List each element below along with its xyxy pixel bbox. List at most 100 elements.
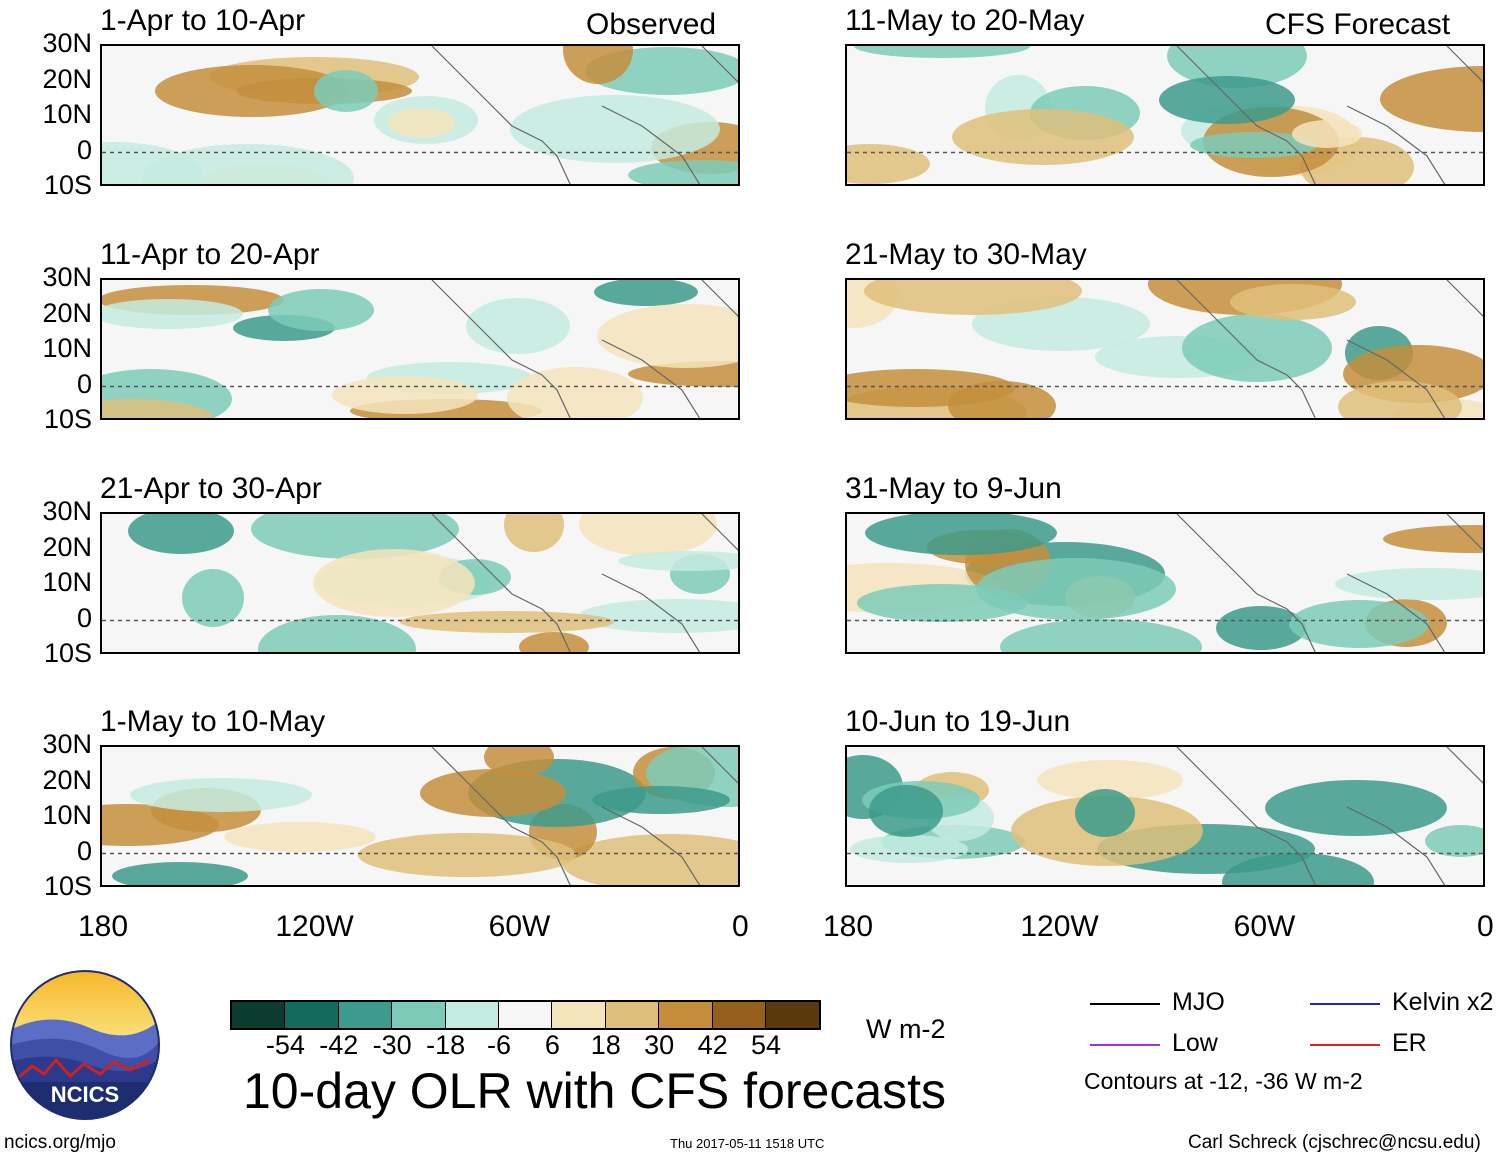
lat-label: 20N [42, 531, 92, 562]
lat-label: 20N [42, 764, 92, 795]
anomaly-blob [1216, 606, 1306, 650]
lat-label: 0 [76, 368, 92, 399]
colorbar-tick: 54 [750, 1030, 782, 1060]
anomaly-blob [510, 95, 720, 163]
anomaly-blob [1425, 825, 1483, 857]
lon-label: 180 [78, 910, 129, 943]
colorbar-cell [498, 1002, 553, 1028]
legend-low-line [1090, 1044, 1160, 1046]
lat-label: 10S [43, 170, 92, 200]
legend-mjo-line [1090, 1003, 1160, 1005]
anomaly-field [102, 280, 738, 418]
anomaly-blob [854, 46, 1030, 58]
colorbar [230, 1000, 822, 1030]
anomaly-blob [420, 769, 566, 817]
anomaly-blob [142, 144, 354, 184]
lon-label: 180 [823, 910, 874, 943]
anomaly-blob [1335, 568, 1483, 600]
coastline [431, 747, 738, 885]
anomaly-blob [579, 599, 738, 633]
panel-title: 10-Jun to 19-Jun [845, 705, 1071, 738]
lat-label: 10N [42, 567, 92, 597]
anomaly-blob [847, 144, 930, 184]
lon-label: 0 [732, 910, 749, 943]
anomaly-blob [358, 833, 576, 877]
olr-map [100, 44, 740, 186]
panel-title: 11-Apr to 20-Apr [100, 238, 320, 271]
colorbar-tick: -6 [486, 1030, 511, 1060]
lat-label: 0 [76, 134, 92, 165]
footer-author: Carl Schreck (cjschrec@ncsu.edu) [1188, 1132, 1481, 1153]
anomaly-field [102, 747, 738, 885]
olr-map [845, 745, 1485, 887]
anomaly-blob [1292, 120, 1362, 148]
anomaly-blob [102, 399, 215, 418]
lat-label: 30N [42, 729, 92, 759]
panel-title: 1-Apr to 10-Apr [100, 4, 306, 37]
olr-map [845, 44, 1485, 186]
anomaly-blob [258, 615, 416, 652]
lat-label: 30N [42, 262, 92, 292]
footer-timestamp: Thu 2017-05-11 1518 UTC [670, 1136, 825, 1151]
colorbar-tick: -42 [319, 1030, 359, 1060]
lat-label: 10N [42, 800, 92, 830]
anomaly-blob [1338, 381, 1462, 418]
anomaly-blob [466, 298, 570, 354]
olr-map [100, 745, 740, 887]
legend-low-label: Low [1172, 1029, 1218, 1057]
olr-map [100, 278, 740, 420]
colorbar-cell [445, 1002, 499, 1028]
anomaly-blob [592, 786, 730, 814]
lat-label: 20N [42, 297, 92, 328]
anomaly-blob [1265, 780, 1447, 836]
lon-label: 120W [275, 910, 354, 943]
legend-mjo-label: MJO [1172, 988, 1225, 1016]
footer-website: ncics.org/mjo [4, 1132, 116, 1153]
panel-title: 1-May to 10-May [100, 705, 326, 738]
anomaly-blob [224, 822, 376, 852]
coastline [1176, 46, 1483, 184]
observed-label: Observed [586, 8, 717, 41]
anomaly-blob [102, 299, 243, 329]
anomaly-blob [504, 514, 564, 552]
lat-label: 10N [42, 333, 92, 363]
olr-map [845, 278, 1485, 420]
anomaly-blob [313, 549, 475, 617]
colorbar-cell [392, 1002, 446, 1028]
anomaly-field [847, 280, 1483, 418]
anomaly-blob [618, 551, 738, 571]
anomaly-blob [864, 280, 1082, 315]
anomaly-blob [865, 514, 1057, 555]
colorbar-tick: 42 [697, 1030, 728, 1060]
anomaly-blob [1167, 46, 1307, 88]
anomaly-blob [519, 632, 589, 652]
coastline [431, 46, 738, 184]
anomaly-blob [597, 304, 738, 368]
colorbar-tick: 6 [544, 1030, 560, 1060]
anomaly-blob [948, 381, 1056, 418]
anomaly-blob [400, 611, 614, 633]
colorbar-tick: -30 [372, 1030, 412, 1060]
panel-title: 11-May to 20-May [845, 4, 1085, 37]
colorbar-cell [659, 1002, 713, 1028]
coastline [1176, 514, 1483, 652]
panel-title: 21-Apr to 30-Apr [100, 472, 322, 505]
lat-label: 10S [43, 404, 92, 434]
anomaly-blob [1289, 600, 1429, 648]
legend-contour-note: Contours at -12, -36 W m-2 [1084, 1068, 1363, 1094]
anomaly-blob [1075, 789, 1135, 837]
anomaly-blob [1037, 760, 1183, 800]
colorbar-tick: -18 [426, 1030, 466, 1060]
anomaly-blob [332, 376, 478, 414]
colorbar-units: W m-2 [866, 1014, 946, 1044]
anomaly-blob [1383, 525, 1483, 553]
lat-label: 0 [76, 835, 92, 866]
anomaly-blob [387, 108, 455, 138]
anomaly-blob [1380, 66, 1483, 132]
legend-er-line [1310, 1044, 1380, 1046]
lon-label: 60W [1233, 910, 1296, 943]
anomaly-blob [1182, 314, 1332, 382]
lat-label: 10S [43, 871, 92, 901]
anomaly-field [847, 514, 1483, 652]
legend-er-label: ER [1392, 1029, 1427, 1057]
